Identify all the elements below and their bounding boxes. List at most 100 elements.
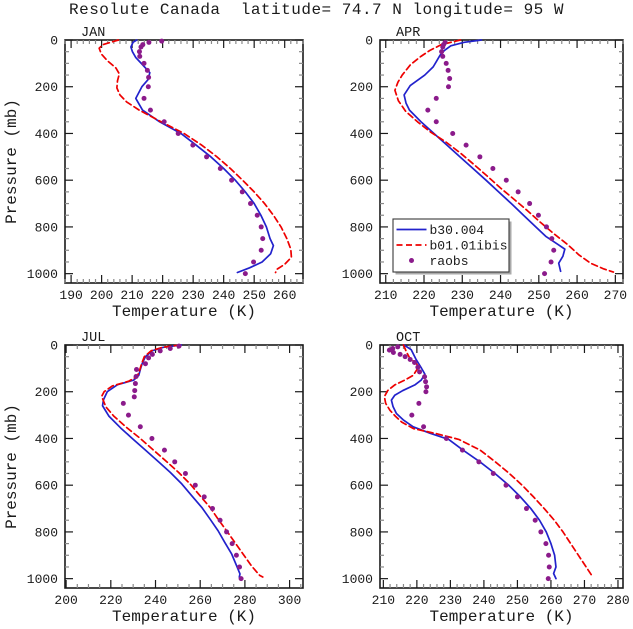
y-tick-label: 800	[35, 525, 58, 540]
y-tick-label: 0	[365, 339, 373, 354]
legend-item-b30.004: b30.004	[396, 223, 485, 238]
y-tick-label: 400	[350, 432, 373, 447]
x-ticks	[382, 345, 619, 588]
y-ticks	[65, 344, 303, 580]
x-tick-label: 190	[59, 288, 82, 303]
x-tick-label: 280	[606, 593, 629, 608]
legend-label: raobs	[430, 254, 469, 269]
y-ticks	[380, 39, 623, 275]
y-tick-label: 200	[35, 80, 58, 95]
plot-frame	[64, 39, 304, 284]
x-tick-label: 210	[374, 288, 397, 303]
x-tick-label: 260	[539, 593, 562, 608]
legend-dot-swatch	[409, 258, 414, 263]
y-tick-label: 200	[350, 385, 373, 400]
x-tick-label: 250	[242, 288, 265, 303]
y-tick-label: 200	[350, 80, 373, 95]
y-ticks	[65, 39, 303, 275]
series-raobs	[136, 38, 266, 277]
legend-box	[392, 218, 510, 273]
y-tick-label: 200	[35, 385, 58, 400]
x-axis-title: Temperature (K)	[429, 303, 573, 321]
y-tick-label: 1000	[342, 267, 373, 282]
x-ticks	[64, 40, 304, 283]
y-tick-label: 400	[35, 432, 58, 447]
y-tick-label: 600	[35, 479, 58, 494]
figure-title: Resolute Canada latitude= 74.7 N longitu…	[69, 1, 564, 19]
y-tick-label: 400	[35, 127, 58, 142]
y-tick-label: 1000	[342, 572, 373, 587]
x-axis-title: Temperature (K)	[112, 608, 256, 626]
y-axis-title: Pressure (mb)	[3, 404, 21, 529]
x-axis-title: Temperature (K)	[112, 303, 256, 321]
series-raobs	[120, 343, 244, 582]
x-ticks	[65, 345, 302, 588]
legend-item-b01.01ibis: b01.01ibis	[396, 239, 508, 254]
y-tick-label: 400	[350, 127, 373, 142]
panel-apr: 210 220 230 240 250 260 270 0 200 400 600 800 1000 AP…	[342, 26, 627, 321]
x-tick-label: 240	[472, 593, 495, 608]
x-tick-label: 300	[278, 593, 301, 608]
y-tick-label: 600	[350, 174, 373, 189]
series-b01.01ibis	[394, 39, 615, 273]
panel-jul: 200 220 240 260 280 300 0 200 400 600 800 1000 JUL Te…	[3, 331, 304, 626]
y-ticks	[380, 344, 623, 580]
x-tick-label: 210	[372, 593, 395, 608]
y-axis-title: Pressure (mb)	[3, 99, 21, 224]
x-tick-label: 270	[573, 593, 596, 608]
x-tick-label: 220	[151, 288, 174, 303]
x-tick-label: 240	[489, 288, 512, 303]
y-tick-label: 800	[350, 220, 373, 235]
y-tick-label: 0	[50, 34, 58, 49]
month-label: JUL	[81, 331, 105, 346]
month-label: JAN	[81, 26, 105, 41]
x-tick-label: 240	[144, 593, 167, 608]
x-tick-label: 240	[212, 288, 235, 303]
series-b01.01ibis	[98, 39, 293, 274]
x-tick-label: 250	[506, 593, 529, 608]
legend-label: b30.004	[430, 223, 485, 238]
x-tick-label: 230	[451, 288, 474, 303]
x-tick-label: 220	[99, 593, 122, 608]
x-tick-label: 230	[181, 288, 204, 303]
series-b01.01ibis	[100, 344, 264, 578]
x-tick-label: 210	[120, 288, 143, 303]
month-label: APR	[396, 26, 420, 41]
month-label: OCT	[396, 331, 420, 346]
y-tick-label: 0	[50, 339, 58, 354]
x-tick-label: 280	[233, 593, 256, 608]
x-tick-label: 260	[565, 288, 588, 303]
series-b30.004	[101, 344, 241, 578]
plot-frame	[379, 39, 624, 284]
series-raobs	[386, 344, 552, 582]
x-tick-label: 270	[604, 288, 627, 303]
plot-frame	[64, 344, 304, 589]
x-tick-label: 230	[439, 593, 462, 608]
series-b30.004	[390, 344, 557, 580]
x-axis-title: Temperature (K)	[429, 608, 573, 626]
x-tick-label: 200	[90, 288, 113, 303]
series-b30.004	[130, 39, 275, 274]
x-tick-label: 220	[412, 288, 435, 303]
x-tick-label: 260	[188, 593, 211, 608]
legend-label: b01.01ibis	[430, 239, 508, 254]
y-tick-label: 0	[365, 34, 373, 49]
y-tick-label: 600	[350, 479, 373, 494]
legend-item-raobs: raobs	[409, 254, 469, 269]
panel-oct: 210 220 230 240 250 260 270 280 0 200 400 600 800 100…	[342, 331, 630, 626]
series-raobs	[425, 39, 557, 277]
series-b01.01ibis	[383, 344, 594, 577]
x-tick-label: 220	[405, 593, 428, 608]
y-tick-label: 600	[35, 174, 58, 189]
y-tick-label: 800	[35, 220, 58, 235]
plot-frame	[379, 344, 624, 589]
x-tick-label: 260	[273, 288, 296, 303]
y-tick-label: 800	[350, 525, 373, 540]
x-tick-label: 250	[527, 288, 550, 303]
panel-jan: 190 200 210 220 230 240 250 260 0 200 400 600 800 100…	[3, 26, 304, 321]
y-tick-label: 1000	[27, 267, 58, 282]
x-tick-label: 200	[54, 593, 77, 608]
